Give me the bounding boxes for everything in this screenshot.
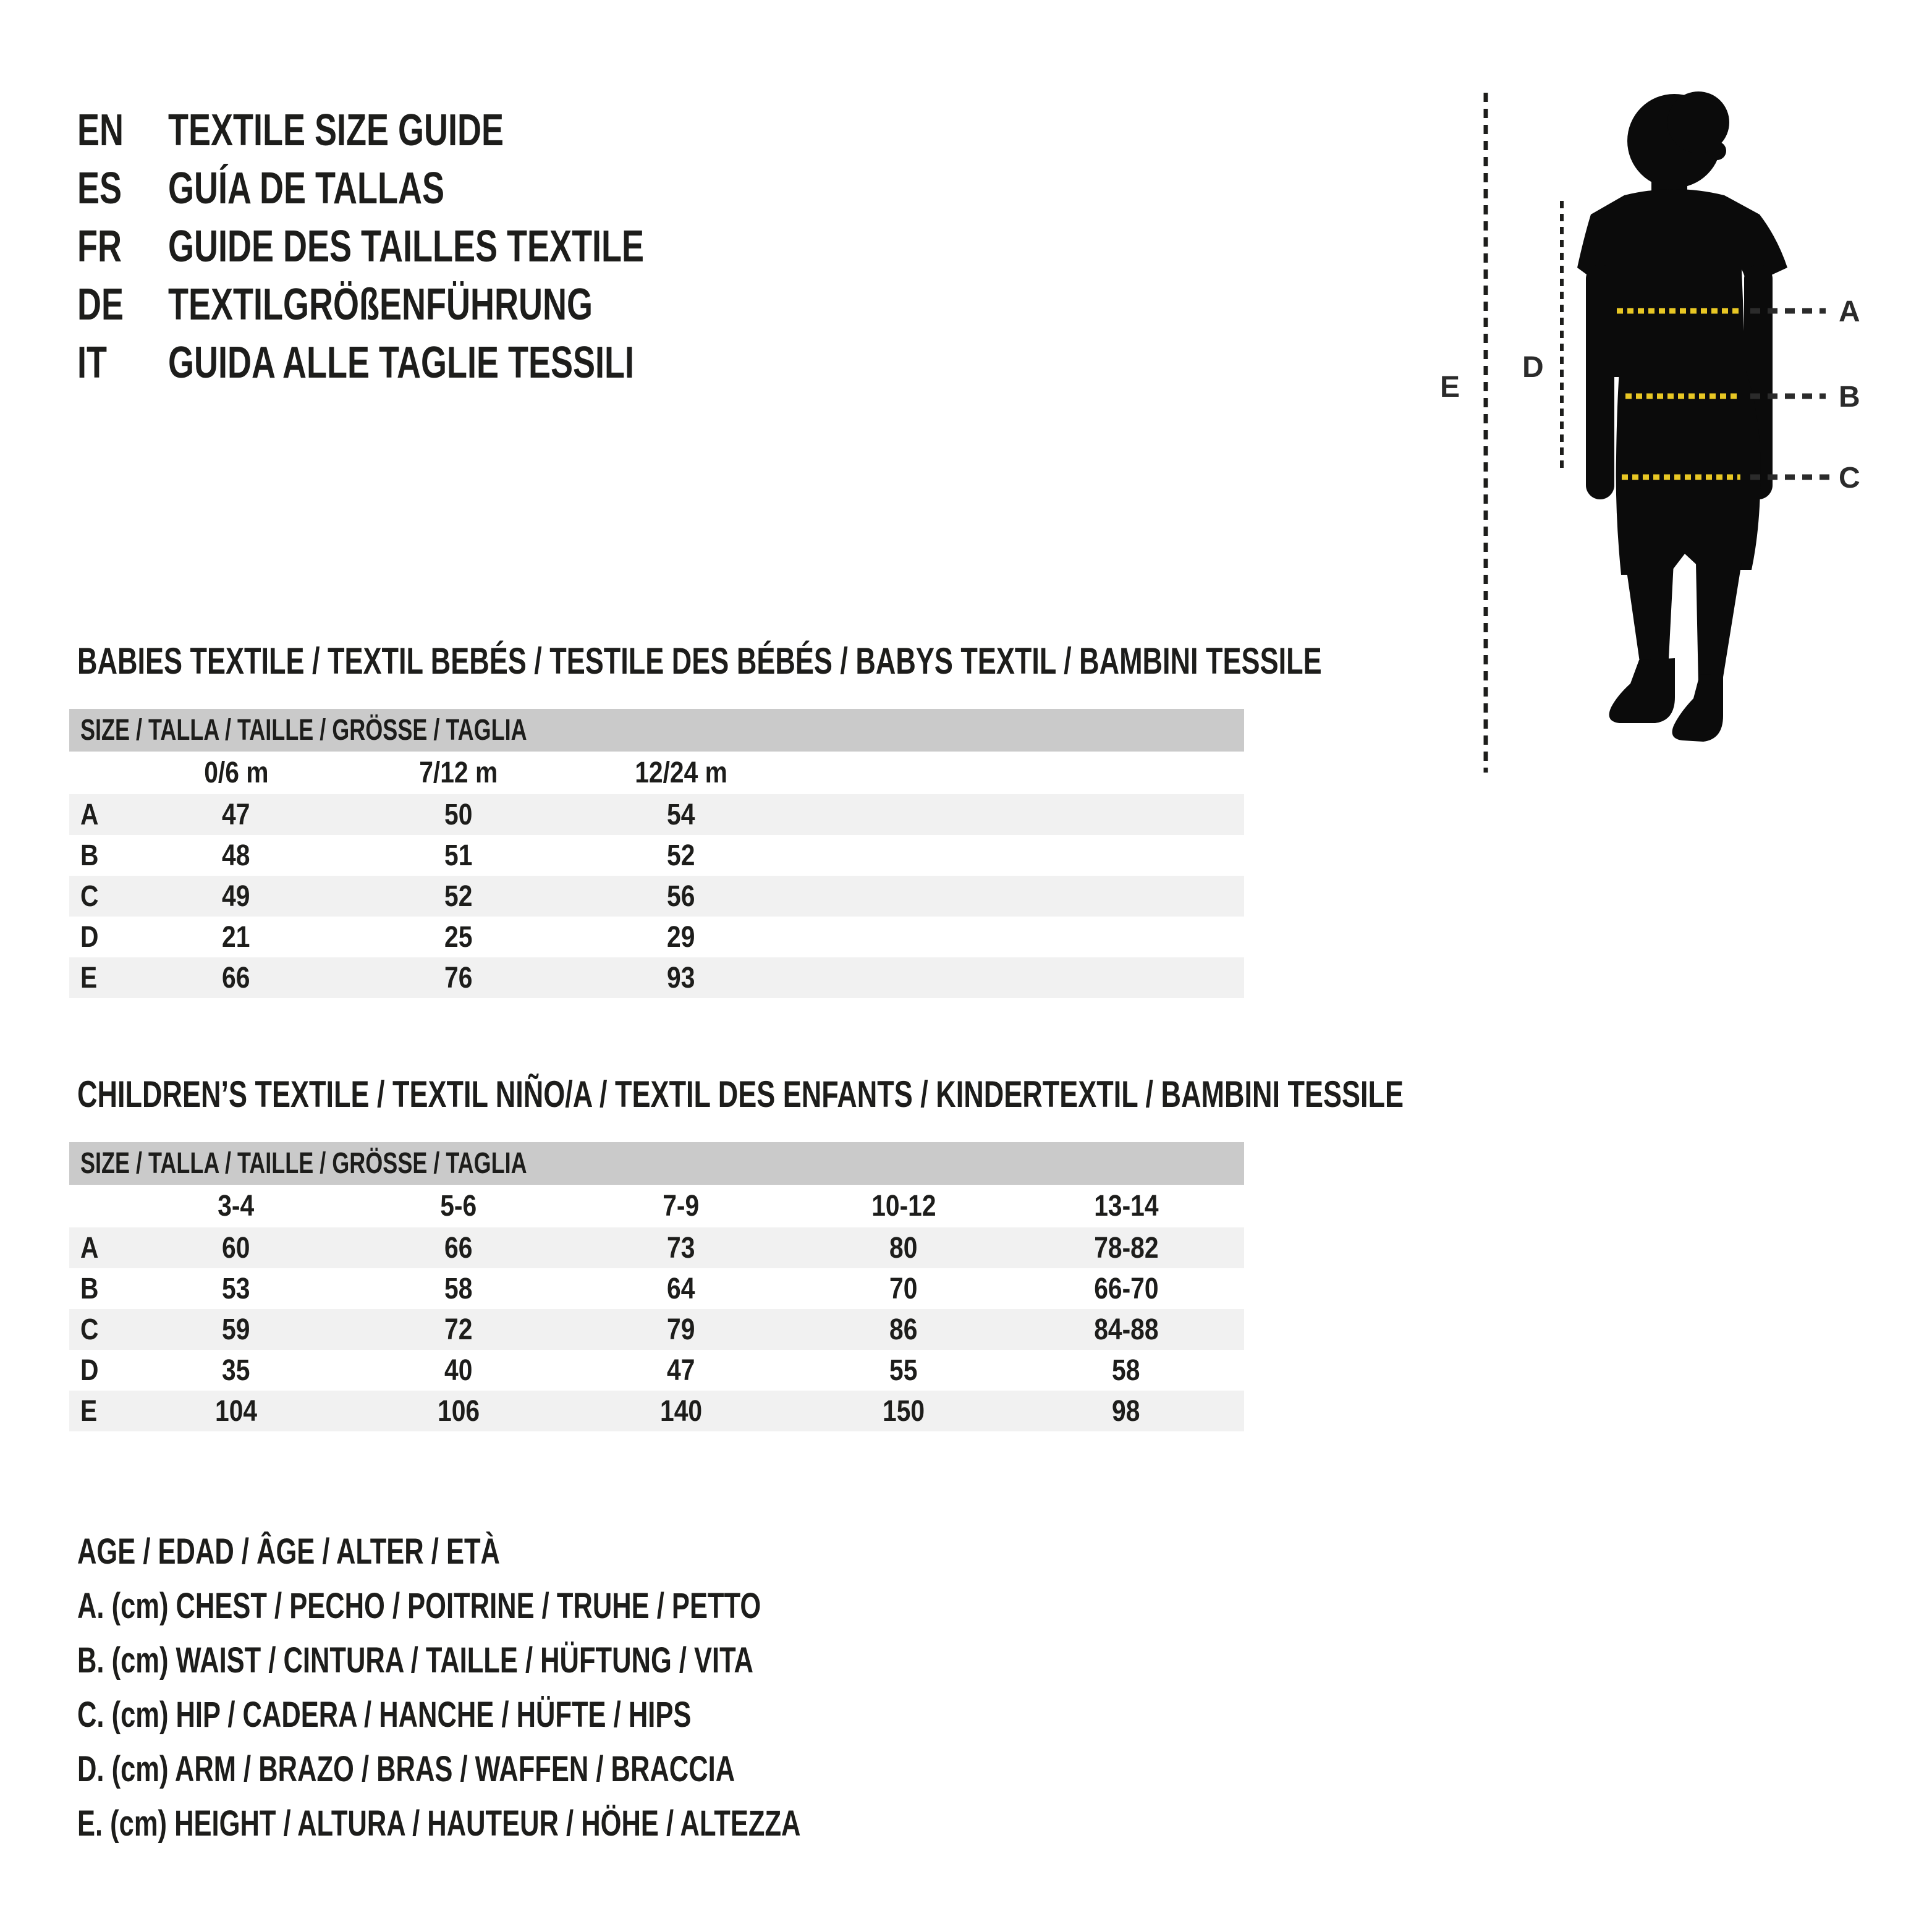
column-header: 0/6 m: [203, 756, 269, 789]
lang-code: EN: [77, 106, 124, 155]
babies-section-heading: BABIES TEXTILE / TEXTIL BEBÉS / TESTILE …: [77, 640, 1322, 682]
row-label: E: [80, 961, 98, 994]
legend-row-age: AGE / EDAD / ÂGE / ALTER / ETÀ: [77, 1531, 500, 1572]
lang-title: GUÍA DE TALLAS: [168, 164, 444, 213]
lang-code: IT: [77, 338, 107, 388]
ear-shape: [1708, 142, 1726, 160]
lang-row-en: EN TEXTILE SIZE GUIDE: [77, 101, 803, 159]
lang-row-fr: FR GUIDE DES TAILLES TEXTILE: [77, 218, 803, 276]
row-label: A: [80, 1231, 99, 1265]
row-label: D: [80, 1354, 99, 1387]
legend-row-height: E. (cm) HEIGHT / ALTURA / HAUTEUR / HÖHE…: [77, 1803, 801, 1844]
left-arm-shape: [1586, 265, 1614, 499]
table-row: A 47 50 54: [69, 794, 1244, 835]
row-label: B: [80, 839, 99, 872]
lang-title: GUIDA ALLE TAGLIE TESSILI: [168, 338, 634, 388]
lang-row-it: IT GUIDA ALLE TAGLIE TESSILI: [77, 334, 803, 392]
children-section-heading: CHILDREN’S TEXTILE / TEXTIL NIÑO/A / TEX…: [77, 1074, 1404, 1115]
column-header: 12/24 m: [635, 756, 727, 789]
lang-title: GUIDE DES TAILLES TEXTILE: [168, 222, 645, 271]
lang-code: ES: [77, 164, 122, 213]
measure-label-e: E: [1440, 371, 1460, 404]
size-header-bar: SIZE / TALLA / TAILLE / GRÖSSE / TAGLIA: [69, 1142, 1244, 1185]
right-leg-shape: [1696, 562, 1742, 685]
shirt-shape: [1577, 189, 1787, 377]
lang-code: DE: [77, 280, 124, 329]
size-header-bar: SIZE / TALLA / TAILLE / GRÖSSE / TAGLIA: [69, 709, 1244, 752]
babies-size-table: SIZE / TALLA / TAILLE / GRÖSSE / TAGLIA …: [69, 709, 1244, 998]
row-label: A: [80, 798, 99, 831]
child-silhouette: [1577, 91, 1787, 742]
table-row: D 21 25 29: [80, 920, 695, 954]
table-row: B 48 51 52: [80, 839, 695, 872]
table-row: E 66 76 93: [69, 957, 1244, 998]
table-row: A 60 66 73 80 78-82: [69, 1227, 1244, 1268]
row-label: C: [80, 879, 99, 913]
column-header: 7-9: [663, 1190, 700, 1222]
language-title-list: EN TEXTILE SIZE GUIDE ES GUÍA DE TALLAS …: [77, 101, 803, 392]
legend-row-hip: C. (cm) HIP / CADERA / HANCHE / HÜFTE / …: [77, 1694, 692, 1735]
lang-row-es: ES GUÍA DE TALLAS: [77, 159, 803, 218]
row-label: B: [80, 1272, 99, 1305]
measure-label-d: D: [1522, 351, 1544, 384]
measure-label-a: A: [1839, 295, 1860, 328]
children-column-headers: 3-4 5-6 7-9 10-12 13-14: [69, 1185, 1244, 1227]
row-label: C: [80, 1313, 99, 1346]
column-header: 5-6: [440, 1190, 477, 1222]
table-row: C 49 52 56: [69, 876, 1244, 917]
column-header: 7/12 m: [419, 756, 498, 789]
table-row: C 59 72 79 86 84-88: [69, 1309, 1244, 1350]
row-label: E: [80, 1394, 98, 1428]
legend-row-arm: D. (cm) ARM / BRAZO / BRAS / WAFFEN / BR…: [77, 1748, 735, 1789]
table-row: B 53 58 64 70 66-70: [80, 1272, 1159, 1305]
shorts-shape: [1616, 371, 1761, 575]
column-header: 10-12: [871, 1190, 936, 1222]
column-header: 3-4: [218, 1190, 255, 1222]
measurement-legend: AGE / EDAD / ÂGE / ALTER / ETÀ A. (cm) C…: [77, 1524, 1042, 1850]
lang-title: TEXTILGRÖßENFÜHRUNG: [168, 280, 593, 329]
children-size-table: SIZE / TALLA / TAILLE / GRÖSSE / TAGLIA …: [69, 1142, 1244, 1431]
left-shoe-shape: [1609, 658, 1675, 723]
table-row: D 35 40 47 55 58: [80, 1354, 1140, 1387]
table-row: E 104 106 140 150 98: [69, 1391, 1244, 1431]
left-leg-shape: [1625, 562, 1674, 671]
column-header: 13-14: [1093, 1190, 1159, 1222]
hair-shape: [1667, 91, 1729, 153]
legend-row-waist: B. (cm) WAIST / CINTURA / TAILLE / HÜFTU…: [77, 1640, 753, 1680]
lang-code: FR: [77, 222, 122, 271]
legend-row-chest: A. (cm) CHEST / PECHO / POITRINE / TRUHE…: [77, 1585, 761, 1626]
babies-column-headers: 0/6 m 7/12 m 12/24 m: [69, 752, 1244, 794]
right-shoe-shape: [1672, 674, 1723, 742]
lang-row-de: DE TEXTILGRÖßENFÜHRUNG: [77, 276, 803, 334]
lang-title: TEXTILE SIZE GUIDE: [168, 106, 504, 155]
child-measurement-figure: A B C D E: [1440, 91, 1860, 773]
measure-label-b: B: [1839, 381, 1860, 413]
row-label: D: [80, 920, 99, 954]
measure-label-c: C: [1839, 462, 1860, 494]
